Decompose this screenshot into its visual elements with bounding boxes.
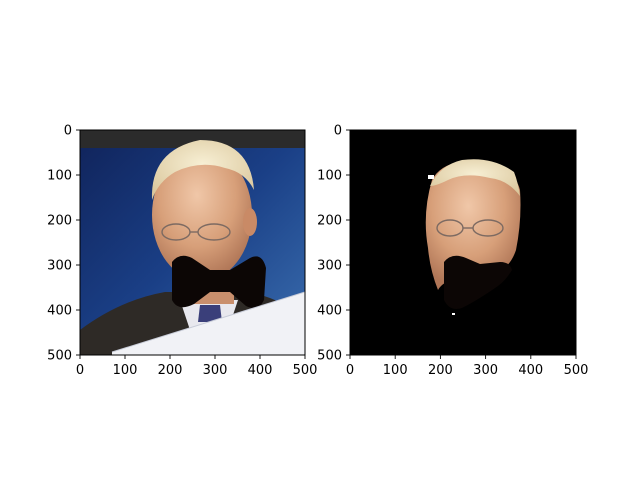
x-tick-label: 300 [203, 363, 228, 378]
x-tick-label: 400 [518, 363, 543, 378]
y-tick-label: 500 [47, 349, 72, 364]
y-tick-label: 0 [64, 124, 72, 139]
right-y-axis: 0 100 200 300 400 500 [317, 124, 350, 364]
y-tick-label: 500 [317, 349, 342, 364]
speck [428, 175, 434, 179]
left-axes-frame [79, 129, 306, 356]
x-tick-label: 500 [564, 363, 589, 378]
y-tick-label: 300 [317, 259, 342, 274]
x-tick-label: 400 [248, 363, 273, 378]
face [152, 149, 252, 281]
x-tick-label: 100 [113, 363, 138, 378]
y-tick-label: 100 [47, 169, 72, 184]
segmented-occluder [444, 255, 512, 309]
y-tick-label: 100 [317, 169, 342, 184]
x-tick-label: 0 [346, 363, 354, 378]
right-image-panel: 0 100 200 300 400 500 0 100 200 300 400 500 [317, 124, 588, 379]
x-tick-label: 500 [293, 363, 318, 378]
ear [243, 208, 257, 236]
y-tick-label: 400 [47, 304, 72, 319]
left-x-axis: 0 100 200 300 400 500 [76, 355, 318, 378]
paper-sheet [112, 292, 305, 355]
segmented-hair [430, 159, 520, 196]
paper-edge [111, 291, 305, 353]
top-dark-strip [80, 130, 305, 148]
x-tick-label: 0 [76, 363, 84, 378]
right-x-axis: 0 100 200 300 400 500 [346, 355, 589, 378]
right-axes-frame [349, 129, 577, 356]
glasses [161, 223, 231, 241]
y-tick-label: 200 [317, 214, 342, 229]
left-y-axis: 0 100 200 300 400 500 [47, 124, 80, 364]
tie [198, 305, 222, 322]
x-tick-label: 200 [158, 363, 183, 378]
x-tick-label: 200 [428, 363, 453, 378]
y-tick-label: 0 [334, 124, 342, 139]
y-tick-label: 300 [47, 259, 72, 274]
left-image-panel: 0 100 200 300 400 500 0 100 200 300 400 500 [47, 124, 317, 379]
segmented-glasses [436, 219, 504, 237]
x-tick-label: 100 [383, 363, 408, 378]
bow-tie-occluder [172, 255, 266, 308]
y-tick-label: 400 [317, 304, 342, 319]
x-tick-label: 300 [473, 363, 498, 378]
hair [151, 140, 254, 200]
y-tick-label: 200 [47, 214, 72, 229]
speck [452, 313, 455, 315]
